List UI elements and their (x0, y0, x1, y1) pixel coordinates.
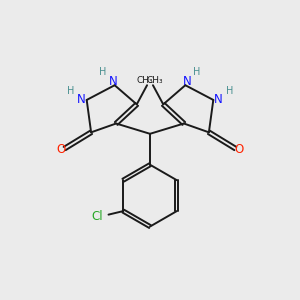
Text: N: N (214, 93, 223, 106)
Text: O: O (234, 143, 244, 157)
Text: N: N (109, 75, 118, 88)
Text: H: H (194, 67, 201, 77)
Text: N: N (77, 93, 86, 106)
Text: H: H (226, 85, 233, 95)
Text: N: N (182, 75, 191, 88)
Text: CH₃: CH₃ (147, 76, 164, 85)
Text: H: H (67, 85, 74, 95)
Text: H: H (99, 67, 106, 77)
Text: CH₃: CH₃ (136, 76, 153, 85)
Text: Cl: Cl (91, 211, 103, 224)
Text: O: O (56, 143, 66, 157)
